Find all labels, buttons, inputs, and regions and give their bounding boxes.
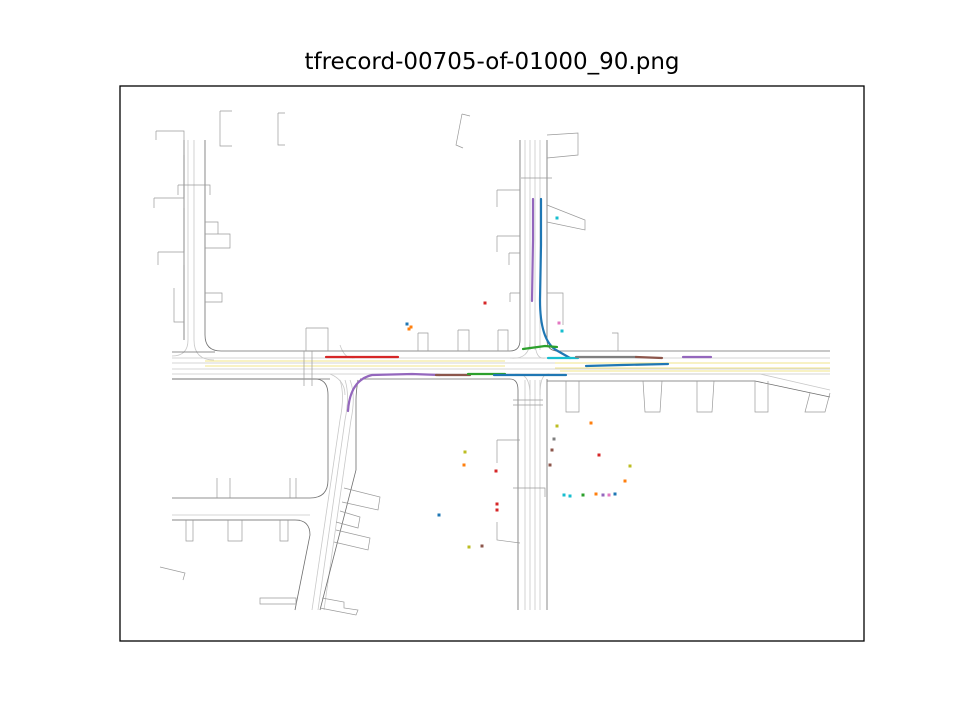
- static-agent-marker: [589, 421, 593, 425]
- static-agent-marker: [607, 493, 611, 497]
- agent-trajectory: [521, 344, 559, 351]
- static-agent-marker: [555, 424, 559, 428]
- static-agent-marker: [557, 321, 561, 325]
- static-agent-marker: [550, 448, 554, 452]
- lane-lines: [171, 140, 831, 611]
- static-agent-marker: [597, 453, 601, 457]
- agent-trajectory: [584, 362, 670, 368]
- trajectory-layer: [324, 197, 713, 413]
- static-agent-marker: [562, 493, 566, 497]
- static-agent-marker: [623, 479, 627, 483]
- static-agent-marker: [628, 464, 632, 468]
- static-agent-marker: [555, 216, 559, 220]
- static-agents-layer: [405, 216, 632, 549]
- static-agent-marker: [560, 329, 564, 333]
- static-agent-marker: [483, 301, 487, 305]
- road-edges: [172, 140, 831, 611]
- static-agent-marker: [462, 463, 466, 467]
- static-agent-marker: [613, 492, 617, 496]
- static-agent-marker: [494, 469, 498, 473]
- axes-frame: [119, 85, 865, 642]
- static-agent-marker: [581, 493, 585, 497]
- static-agent-marker: [405, 322, 409, 326]
- static-agent-marker: [409, 325, 413, 329]
- static-agent-marker: [467, 545, 471, 549]
- static-agent-marker: [437, 513, 441, 517]
- agent-trajectory: [538, 197, 572, 360]
- agent-trajectory: [530, 197, 535, 303]
- static-agent-marker: [495, 502, 499, 506]
- static-agent-marker: [407, 327, 411, 331]
- agent-trajectory: [634, 355, 664, 360]
- center-lines: [205, 360, 830, 372]
- static-agent-marker: [548, 463, 552, 467]
- static-agent-marker: [463, 450, 467, 454]
- curb-outlines: [153, 110, 831, 616]
- static-agent-marker: [601, 493, 605, 497]
- static-agent-marker: [552, 437, 556, 441]
- figure-title: tfrecord-00705-of-01000_90.png: [304, 49, 680, 75]
- agent-trajectory: [346, 372, 442, 413]
- static-agent-marker: [568, 494, 572, 498]
- static-agent-marker: [480, 544, 484, 548]
- road-map: [153, 110, 831, 616]
- static-agent-marker: [594, 492, 598, 496]
- static-agent-marker: [495, 508, 499, 512]
